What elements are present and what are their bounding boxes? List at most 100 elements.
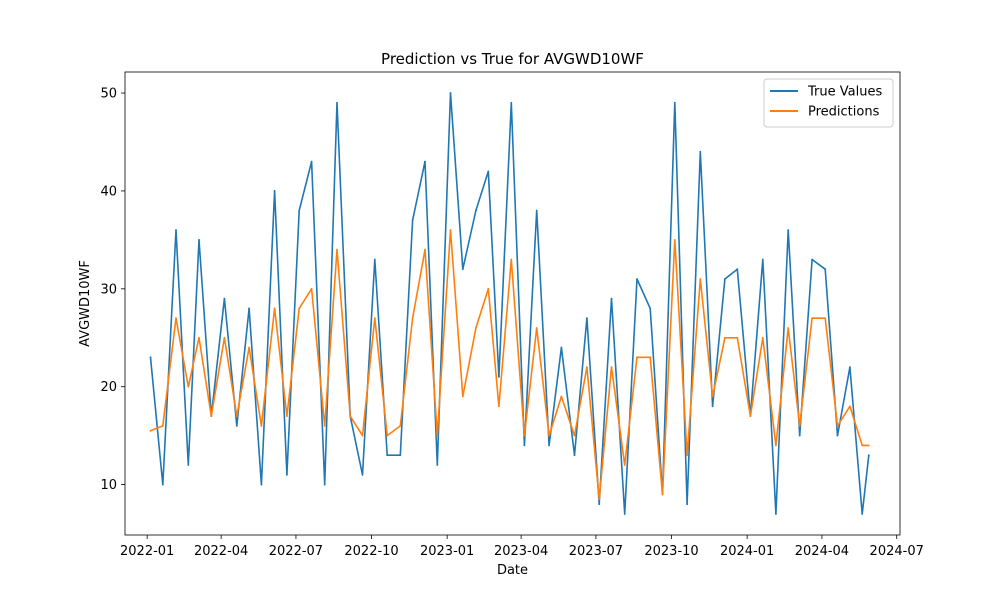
data-point-predictions [298, 307, 301, 310]
data-point-predictions [436, 434, 439, 437]
y-tick-label: 30 [100, 282, 117, 297]
data-point-true-values [824, 268, 827, 271]
data-point-predictions [523, 434, 526, 437]
data-point-true-values [260, 483, 263, 486]
x-tick-label: 2022-04 [194, 544, 248, 559]
data-point-true-values [436, 464, 439, 466]
data-point-predictions [510, 258, 513, 261]
data-point-true-values [411, 219, 414, 222]
data-point-predictions [686, 454, 688, 457]
data-point-predictions [661, 493, 664, 496]
data-point-true-values [699, 150, 702, 153]
data-point-predictions [699, 278, 702, 280]
y-axis-label: AVGWD10WF [78, 260, 93, 347]
data-point-true-values [361, 473, 364, 476]
data-point-predictions [411, 317, 414, 320]
data-point-true-values [523, 444, 526, 447]
x-tick-label: 2023-10 [644, 544, 698, 559]
data-point-true-values [386, 454, 389, 457]
data-point-true-values [775, 513, 777, 515]
data-point-true-values [298, 209, 301, 212]
data-point-predictions [867, 444, 870, 447]
data-point-predictions [636, 356, 638, 359]
data-point-predictions [836, 425, 839, 427]
data-point-predictions [761, 336, 764, 339]
data-point-true-values [535, 209, 538, 212]
data-point-true-values [798, 434, 801, 437]
data-point-predictions [798, 425, 801, 427]
legend: True Values Predictions [763, 78, 894, 128]
data-point-true-values [849, 366, 851, 368]
data-point-predictions [210, 415, 213, 417]
x-tick-label: 2024-04 [795, 544, 849, 559]
data-point-true-values [811, 258, 813, 261]
x-axis-label: Date [497, 563, 528, 578]
data-point-true-values [336, 101, 338, 104]
data-point-true-values [787, 229, 790, 232]
data-point-predictions [424, 248, 426, 251]
data-point-predictions [775, 444, 777, 447]
y-tick-label: 20 [100, 380, 117, 395]
data-point-true-values [187, 464, 190, 466]
x-tick-label: 2023-01 [420, 544, 474, 559]
data-point-predictions [198, 336, 200, 339]
data-point-predictions [811, 317, 813, 320]
data-point-true-values [636, 278, 638, 280]
data-point-true-values [175, 229, 177, 232]
chart-title: Prediction vs True for AVGWD10WF [381, 50, 644, 68]
data-point-predictions [787, 327, 790, 329]
data-point-predictions [461, 395, 464, 398]
data-point-predictions [386, 434, 389, 437]
data-point-predictions [711, 395, 714, 398]
data-point-true-values [310, 160, 313, 163]
data-point-true-values [861, 513, 864, 515]
data-point-predictions [323, 425, 326, 427]
data-point-true-values [373, 258, 376, 261]
data-point-predictions [560, 395, 563, 398]
data-point-true-values [649, 307, 652, 310]
data-point-true-values [548, 444, 550, 447]
data-point-predictions [336, 248, 338, 251]
data-point-predictions [310, 287, 313, 290]
data-point-true-values [248, 307, 251, 310]
data-point-predictions [548, 434, 550, 437]
series-layer [149, 92, 870, 515]
data-point-true-values [161, 483, 164, 486]
data-point-true-values [510, 101, 513, 104]
data-point-true-values [273, 190, 276, 192]
x-tick-label: 2022-10 [344, 544, 398, 559]
data-point-true-values [286, 473, 288, 476]
data-point-predictions [161, 425, 164, 427]
legend-label-true-values: True Values [807, 85, 882, 100]
data-point-predictions [449, 229, 452, 232]
data-point-true-values [487, 170, 490, 173]
data-point-predictions [573, 434, 576, 437]
data-point-predictions [361, 434, 364, 437]
data-point-predictions [260, 425, 263, 427]
data-point-true-values [724, 278, 726, 280]
data-point-true-values [475, 209, 477, 212]
data-point-true-values [586, 317, 588, 320]
data-point-true-values [610, 297, 613, 300]
data-point-predictions [373, 317, 376, 320]
y-tick-label: 10 [100, 478, 117, 493]
x-tick-label: 2023-07 [569, 544, 623, 559]
x-tick-label: 2022-01 [120, 544, 174, 559]
data-point-predictions [498, 405, 500, 408]
data-point-true-values [711, 405, 714, 408]
data-point-predictions [586, 366, 588, 368]
x-tick-label: 2024-07 [870, 544, 924, 559]
data-point-predictions [649, 356, 652, 359]
data-point-predictions [849, 405, 851, 408]
data-point-predictions [487, 287, 490, 290]
data-point-predictions [175, 317, 177, 320]
data-point-true-values [323, 483, 326, 486]
data-point-true-values [736, 268, 739, 271]
data-point-predictions [749, 415, 752, 417]
data-point-predictions [598, 498, 601, 501]
data-point-predictions [149, 429, 152, 432]
data-point-predictions [623, 464, 626, 466]
data-point-true-values [461, 268, 464, 271]
